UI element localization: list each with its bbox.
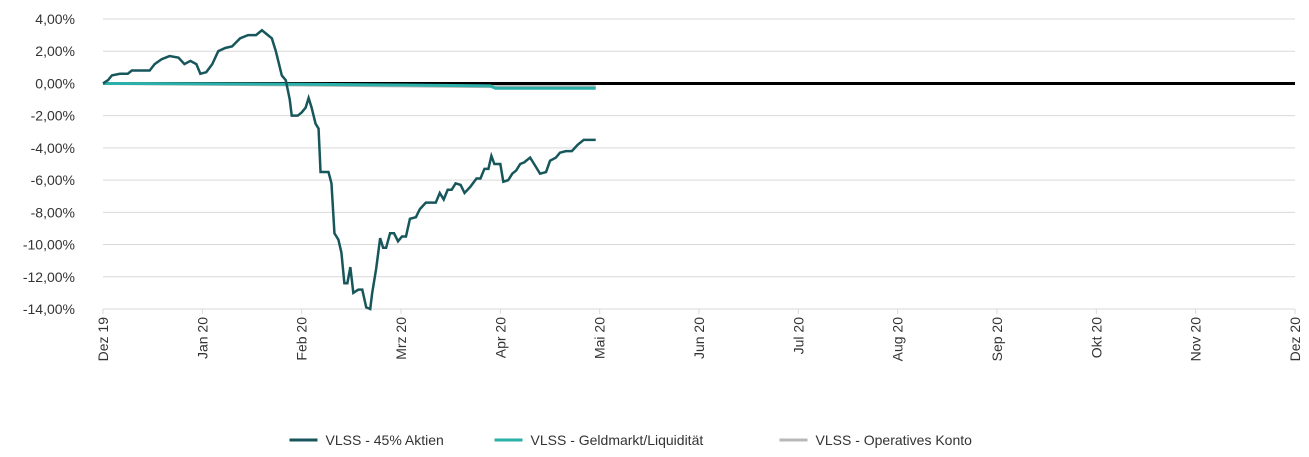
y-tick-label: 2,00% (35, 43, 75, 59)
legend-item: VLSS - 45% Aktien (289, 432, 444, 448)
x-tick-label: Jan 20 (194, 317, 210, 359)
legend-item: VLSS - Operatives Konto (779, 432, 973, 448)
x-tick-label: Okt 20 (1088, 317, 1104, 358)
y-tick-label: -10,00% (23, 237, 75, 253)
x-tick-label: Sep 20 (989, 317, 1005, 362)
y-tick-label: -14,00% (23, 301, 75, 317)
x-tick-label: Dez 20 (1287, 317, 1303, 362)
x-tick-label: Apr 20 (492, 317, 508, 358)
y-tick-label: -8,00% (31, 204, 75, 220)
x-tick-label: Dez 19 (95, 317, 111, 362)
y-tick-label: -6,00% (31, 172, 75, 188)
x-tick-label: Nov 20 (1188, 317, 1204, 362)
series-line (102, 81, 596, 90)
y-tick-label: -4,00% (31, 140, 75, 156)
x-tick-label: Jun 20 (691, 317, 707, 359)
x-tick-label: Mai 20 (592, 317, 608, 359)
x-tick-label: Mrz 20 (393, 317, 409, 360)
x-tick-label: Aug 20 (890, 317, 906, 362)
legend-label: VLSS - 45% Aktien (326, 432, 444, 448)
y-tick-label: 0,00% (35, 75, 75, 91)
legend-label: VLSS - Operatives Konto (816, 432, 973, 448)
x-tick-label: Jul 20 (790, 317, 806, 355)
y-tick-label: -2,00% (31, 108, 75, 124)
series-line (102, 28, 596, 311)
x-tick-label: Feb 20 (294, 317, 310, 361)
legend-label: VLSS - Geldmarkt/Liquidität (531, 432, 704, 448)
legend-item: VLSS - Geldmarkt/Liquidität (494, 432, 704, 448)
y-tick-label: -12,00% (23, 269, 75, 285)
y-tick-label: 4,00% (35, 11, 75, 27)
